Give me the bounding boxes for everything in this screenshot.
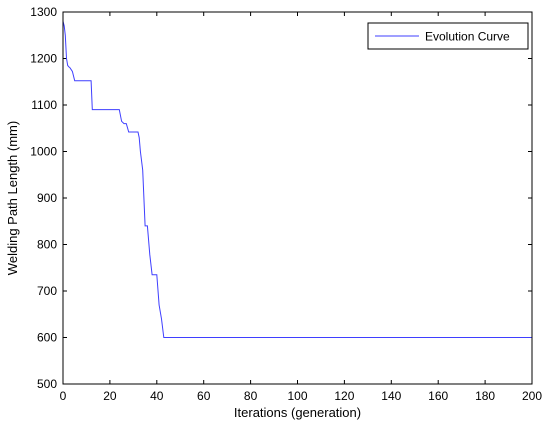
- legend: Evolution Curve: [367, 22, 529, 50]
- x-tick-label: 200: [522, 389, 542, 403]
- x-tick-label: 140: [381, 389, 401, 403]
- x-tick-label: 120: [334, 389, 354, 403]
- x-tick-label: 180: [475, 389, 495, 403]
- axis-ticks: 0 20 40 60 80 100 120 140 160 180 200 500 600 700 800 9…: [30, 5, 542, 403]
- legend-entry-evolution-curve: Evolution Curve: [425, 30, 510, 44]
- x-tick-label: 40: [150, 389, 164, 403]
- plot-frame: [62, 11, 533, 385]
- x-tick-label: 20: [103, 389, 117, 403]
- y-tick-label: 500: [37, 377, 57, 391]
- x-axis-label: Iterations (generation): [234, 405, 361, 420]
- y-tick-label: 1100: [31, 98, 57, 112]
- y-tick-label: 700: [37, 284, 57, 298]
- y-tick-label: 800: [37, 238, 57, 252]
- x-tick-label: 80: [244, 389, 258, 403]
- y-tick-label: 1200: [30, 52, 57, 66]
- x-tick-label: 160: [428, 389, 448, 403]
- y-tick-label: 1000: [30, 145, 57, 159]
- series-layer: [62, 21, 532, 338]
- y-tick-label: 600: [37, 331, 57, 345]
- y-axis-label: Welding Path Length (mm): [5, 121, 20, 275]
- x-tick-label: 60: [197, 389, 211, 403]
- x-tick-label: 0: [60, 389, 67, 403]
- y-tick-label: 900: [37, 191, 57, 205]
- y-tick-label: 1300: [30, 5, 57, 19]
- x-tick-label: 100: [287, 389, 307, 403]
- series-line-evolution-curve: [62, 21, 532, 338]
